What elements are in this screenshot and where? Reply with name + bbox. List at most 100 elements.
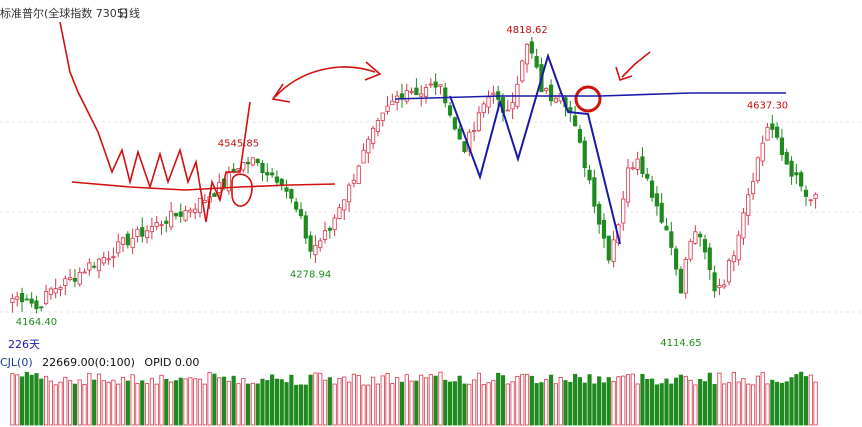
volume-bar [284, 382, 289, 426]
volume-bar [265, 380, 270, 426]
volume-bar [154, 383, 159, 426]
candle-up [409, 91, 414, 93]
candle-up [476, 112, 482, 131]
candle-down [125, 233, 130, 246]
volume-bar [808, 374, 813, 426]
candle-down [39, 306, 44, 309]
candle-up [342, 199, 347, 211]
volume-bar [371, 376, 376, 426]
volume-bar [505, 383, 510, 426]
volume-bar [563, 380, 568, 426]
candle-down [462, 141, 467, 153]
price-chart[interactable]: 4164.40 4545.85 4278.94 4818.62 4114.65 4637.… [0, 22, 862, 352]
volume-bar [303, 384, 308, 426]
candle-up [693, 231, 698, 244]
candle-up [106, 258, 111, 261]
candle-up [68, 277, 73, 280]
volume-bar [500, 375, 506, 426]
volume-bar [616, 376, 621, 426]
candle-up [404, 90, 409, 102]
period-label[interactable]: 日线 [118, 7, 140, 20]
volume-bar [318, 372, 323, 426]
volume-value: 22669.00(0:100) [42, 356, 135, 369]
candle-up [193, 208, 198, 213]
volume-bar [92, 379, 97, 426]
candle-up [346, 184, 352, 203]
candle-up [428, 83, 433, 86]
volume-bar [476, 372, 482, 426]
candle-up [313, 244, 318, 256]
volume-bar [212, 373, 217, 426]
volume-bar [553, 383, 558, 426]
candle-up [688, 240, 693, 260]
candle-up [385, 105, 390, 112]
candle-down [178, 211, 183, 217]
volume-bar [770, 379, 775, 426]
candle-up [183, 210, 188, 221]
candle-up [159, 224, 164, 227]
volume-bar [390, 383, 395, 426]
volume-bar [496, 372, 501, 426]
volume-bar [717, 372, 722, 426]
candle-up [10, 298, 15, 304]
volume-bar [649, 378, 655, 426]
volume-series-label[interactable]: CJL(0) [0, 356, 33, 369]
candle-up [683, 259, 688, 294]
volume-bar [558, 377, 563, 426]
candle-up [116, 241, 121, 254]
candle-up [58, 287, 63, 290]
candle-down [601, 219, 607, 239]
candle-down [298, 209, 304, 217]
volume-bar [197, 378, 203, 426]
volume-bar [722, 383, 727, 426]
volume-bar [625, 374, 631, 426]
volume-bar [15, 374, 20, 426]
volume-bar [63, 376, 68, 426]
volume-bar [245, 383, 251, 426]
volume-bar [577, 377, 583, 426]
volume-bar [741, 377, 746, 426]
volume-bar [813, 381, 818, 426]
volume-bar [207, 372, 212, 426]
candle-down [548, 84, 554, 102]
candle-up [438, 84, 443, 87]
volume-bar [621, 375, 626, 426]
candle-down [712, 272, 717, 292]
candle-up [371, 127, 376, 144]
candle-up [736, 234, 741, 261]
candle-down [597, 203, 602, 225]
volume-chart[interactable] [0, 370, 862, 427]
candle-down [289, 189, 294, 199]
candle-down [789, 160, 794, 177]
volume-bar [68, 380, 73, 426]
candle-down [669, 231, 674, 248]
candle-up [486, 96, 491, 108]
volume-bar [106, 381, 111, 426]
candle-down [255, 158, 260, 164]
volume-bar [399, 381, 405, 426]
candle-down [775, 126, 780, 138]
candle-down [707, 247, 712, 270]
volume-bar [515, 376, 520, 426]
candle-up [630, 167, 635, 170]
candle-up [332, 217, 337, 231]
candle-up [390, 100, 395, 106]
volume-bar [630, 373, 635, 426]
volume-bar [592, 383, 597, 426]
candle-down [654, 193, 659, 207]
volume-bar [298, 384, 304, 426]
days-label: 226天 [8, 338, 40, 351]
candle-down [274, 176, 280, 183]
volume-bar [597, 376, 602, 426]
volume-bar [361, 384, 366, 426]
red-circle-left [231, 173, 253, 207]
candlestick-series [10, 36, 818, 314]
candle-up [750, 181, 756, 195]
candle-down [678, 268, 684, 294]
volume-bar [443, 379, 448, 426]
blue-neckline [394, 92, 786, 100]
volume-bar [351, 373, 356, 426]
volume-bar [529, 375, 534, 426]
candle-up [250, 157, 255, 166]
candle-up [813, 193, 818, 199]
